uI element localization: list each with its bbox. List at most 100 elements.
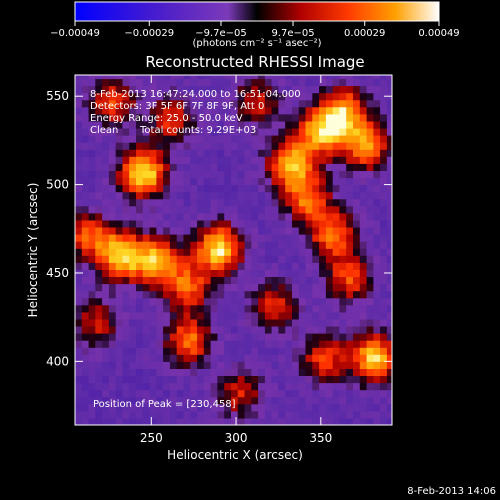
heatmap-cell: [190, 417, 198, 425]
heatmap-cell: [169, 241, 178, 249]
heatmap-cell: [102, 262, 110, 270]
heatmap-cell: [237, 361, 245, 369]
heatmap-cell: [237, 375, 245, 384]
heatmap-cell: [278, 234, 286, 242]
heatmap-cell: [197, 248, 205, 256]
heatmap-cell: [95, 262, 103, 270]
heatmap-cell: [142, 389, 151, 398]
heatmap-cell: [325, 276, 334, 285]
heatmap-cell: [278, 156, 286, 164]
heatmap-cell: [81, 241, 90, 249]
heatmap-cell: [373, 163, 381, 171]
heatmap-cell: [231, 241, 239, 249]
heatmap-cell: [339, 219, 347, 228]
heatmap-cell: [224, 290, 232, 299]
heatmap-cell: [210, 163, 218, 171]
heatmap-cell: [325, 361, 334, 369]
heatmap-cell: [346, 156, 354, 164]
heatmap-cell: [203, 396, 212, 405]
heatmap-cell: [210, 177, 218, 186]
heatmap-cell: [285, 417, 293, 425]
heatmap-cell: [149, 106, 157, 115]
heatmap-cell: [142, 227, 151, 235]
heatmap-cell: [210, 128, 218, 136]
heatmap-cell: [176, 177, 184, 186]
heatmap-cell: [237, 326, 245, 334]
heatmap-cell: [373, 333, 381, 341]
heatmap-cell: [129, 106, 137, 115]
heatmap-cell: [169, 128, 178, 136]
heatmap-cell: [197, 269, 205, 277]
heatmap-cell: [285, 304, 293, 313]
heatmap-cell: [115, 149, 123, 157]
heatmap-cell: [81, 262, 90, 270]
heatmap-cell: [386, 198, 392, 207]
heatmap-cell: [305, 410, 313, 419]
heatmap-cell: [75, 219, 83, 228]
heatmap-cell: [142, 318, 151, 327]
heatmap-cell: [292, 269, 300, 277]
heatmap-cell: [380, 389, 388, 398]
heatmap-cell: [136, 128, 144, 136]
heatmap-cell: [312, 290, 320, 299]
heatmap-cell: [298, 375, 307, 384]
heatmap-cell: [156, 410, 164, 419]
heatmap-cell: [210, 92, 218, 101]
heatmap-cell: [339, 396, 347, 405]
heatmap-cell: [142, 354, 151, 362]
heatmap-cell: [278, 347, 286, 355]
heatmap-cell: [75, 340, 83, 348]
heatmap-cell: [264, 205, 273, 214]
heatmap-cell: [197, 85, 205, 94]
heatmap-cell: [292, 177, 300, 186]
heatmap-cell: [271, 75, 279, 80]
heatmap-cell: [197, 368, 205, 376]
heatmap-cell: [373, 276, 381, 285]
heatmap-cell: [359, 135, 368, 143]
heatmap-cell: [353, 106, 361, 115]
heatmap-cell: [217, 135, 225, 143]
heatmap-cell: [339, 149, 347, 157]
heatmap-cell: [278, 262, 286, 270]
heatmap-cell: [237, 191, 245, 200]
heatmap-cell: [88, 248, 96, 256]
heatmap-cell: [95, 177, 103, 186]
heatmap-cell: [88, 410, 96, 419]
heatmap-cell: [380, 326, 388, 334]
heatmap-cell: [88, 212, 96, 221]
heatmap-cell: [197, 403, 205, 412]
heatmap-cell: [339, 135, 347, 143]
heatmap-cell: [183, 241, 191, 249]
heatmap-cell: [95, 283, 103, 292]
heatmap-cell: [122, 92, 130, 101]
heatmap-cell: [163, 85, 171, 94]
heatmap-cell: [366, 318, 374, 327]
heatmap-cell: [332, 269, 340, 277]
heatmap-cell: [366, 417, 374, 425]
heatmap-cell: [136, 333, 144, 341]
heatmap-cell: [122, 227, 130, 235]
heatmap-cell: [353, 219, 361, 228]
heatmap-cell: [163, 269, 171, 277]
heatmap-cell: [251, 403, 259, 412]
heatmap-cell: [298, 276, 307, 285]
heatmap-cell: [285, 205, 293, 214]
heatmap-cell: [108, 304, 117, 313]
heatmap-cell: [258, 198, 266, 207]
heatmap-cell: [156, 113, 164, 122]
heatmap-cell: [75, 142, 83, 150]
heatmap-cell: [95, 276, 103, 285]
heatmap-cell: [169, 75, 178, 80]
heatmap-cell: [129, 170, 137, 179]
heatmap-cell: [237, 106, 245, 115]
heatmap-cell: [122, 234, 130, 242]
heatmap-cell: [156, 389, 164, 398]
heatmap-cell: [332, 417, 340, 425]
heatmap-cell: [386, 78, 392, 87]
heatmap-cell: [149, 92, 157, 101]
heatmap-cell: [122, 149, 130, 157]
heatmap-cell: [325, 347, 334, 355]
heatmap-cell: [122, 75, 130, 80]
heatmap-cell: [190, 156, 198, 164]
heatmap-cell: [190, 354, 198, 362]
